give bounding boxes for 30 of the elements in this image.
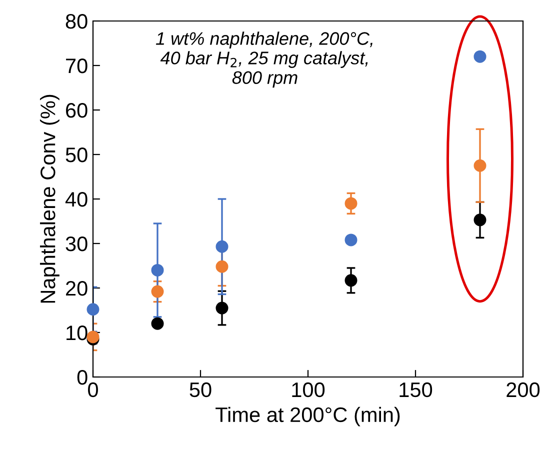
annotation: 1 wt% naphthalene, 200°C, 40 bar H$_{2}$, 25 mg catalyst, 800 rpm: [156, 32, 372, 88]
x-tick-label: 0: [88, 382, 98, 398]
x-axis-title: Time at 200°C (min): [216, 406, 400, 426]
point: [151, 264, 164, 276]
y-tick-label: 10: [66, 326, 88, 340]
point: [344, 197, 358, 210]
point: [474, 214, 486, 226]
point: [86, 303, 100, 316]
point: [151, 317, 164, 330]
x-tick-label: 150: [400, 382, 432, 398]
y-tick-label: 20: [66, 281, 88, 296]
point: [474, 50, 486, 63]
y-tick-label: 70: [66, 58, 88, 74]
point: [474, 159, 486, 172]
y-tick-label: 40: [65, 192, 88, 207]
y-tick-label: 80: [66, 14, 88, 29]
x-tick-label: 100: [292, 382, 325, 398]
point: [151, 285, 164, 298]
y-tick-label: 60: [66, 103, 88, 118]
point: [344, 234, 358, 246]
point: [216, 302, 228, 314]
y-tick-label: 30: [66, 236, 88, 252]
y-tick-label: 0: [77, 370, 88, 385]
y-axis-title: Naphthalene Conv (%): [40, 94, 60, 303]
y-tick-label: 50: [66, 148, 88, 162]
point: [216, 240, 228, 253]
x-tick-label: 50: [190, 382, 212, 398]
point: [344, 274, 358, 287]
x-tick-label: 200: [506, 382, 540, 398]
point: [216, 260, 228, 273]
